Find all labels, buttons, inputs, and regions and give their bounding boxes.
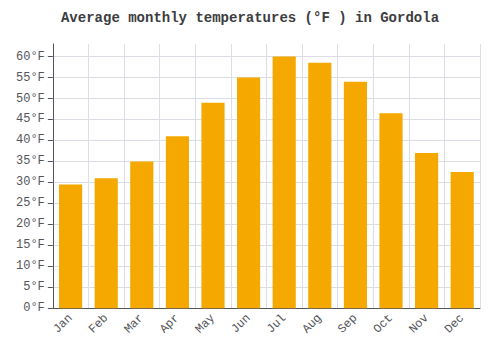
svg-text:Jun: Jun — [228, 311, 253, 336]
svg-text:Sep: Sep — [335, 311, 360, 336]
svg-text:May: May — [193, 311, 218, 336]
svg-text:50°F: 50°F — [16, 92, 45, 106]
svg-text:Nov: Nov — [406, 311, 431, 336]
svg-text:45°F: 45°F — [16, 112, 45, 126]
svg-text:60°F: 60°F — [16, 50, 45, 64]
svg-text:Jul: Jul — [264, 311, 289, 336]
svg-text:15°F: 15°F — [16, 238, 45, 252]
svg-text:20°F: 20°F — [16, 217, 45, 231]
svg-text:Dec: Dec — [442, 311, 467, 336]
svg-text:0°F: 0°F — [23, 301, 45, 315]
svg-text:35°F: 35°F — [16, 154, 45, 168]
svg-text:Jan: Jan — [50, 311, 75, 336]
svg-text:Oct: Oct — [371, 311, 396, 336]
svg-text:Aug: Aug — [300, 311, 325, 336]
svg-text:5°F: 5°F — [23, 280, 45, 294]
svg-text:55°F: 55°F — [16, 71, 45, 85]
svg-text:30°F: 30°F — [16, 175, 45, 189]
svg-text:Apr: Apr — [157, 311, 182, 336]
svg-text:Mar: Mar — [122, 311, 147, 336]
svg-text:Feb: Feb — [86, 311, 111, 336]
svg-text:Average monthly temperatures (: Average monthly temperatures (°F ) in Go… — [61, 10, 440, 26]
svg-text:25°F: 25°F — [16, 196, 45, 210]
svg-text:40°F: 40°F — [16, 133, 45, 147]
svg-text:10°F: 10°F — [16, 259, 45, 273]
